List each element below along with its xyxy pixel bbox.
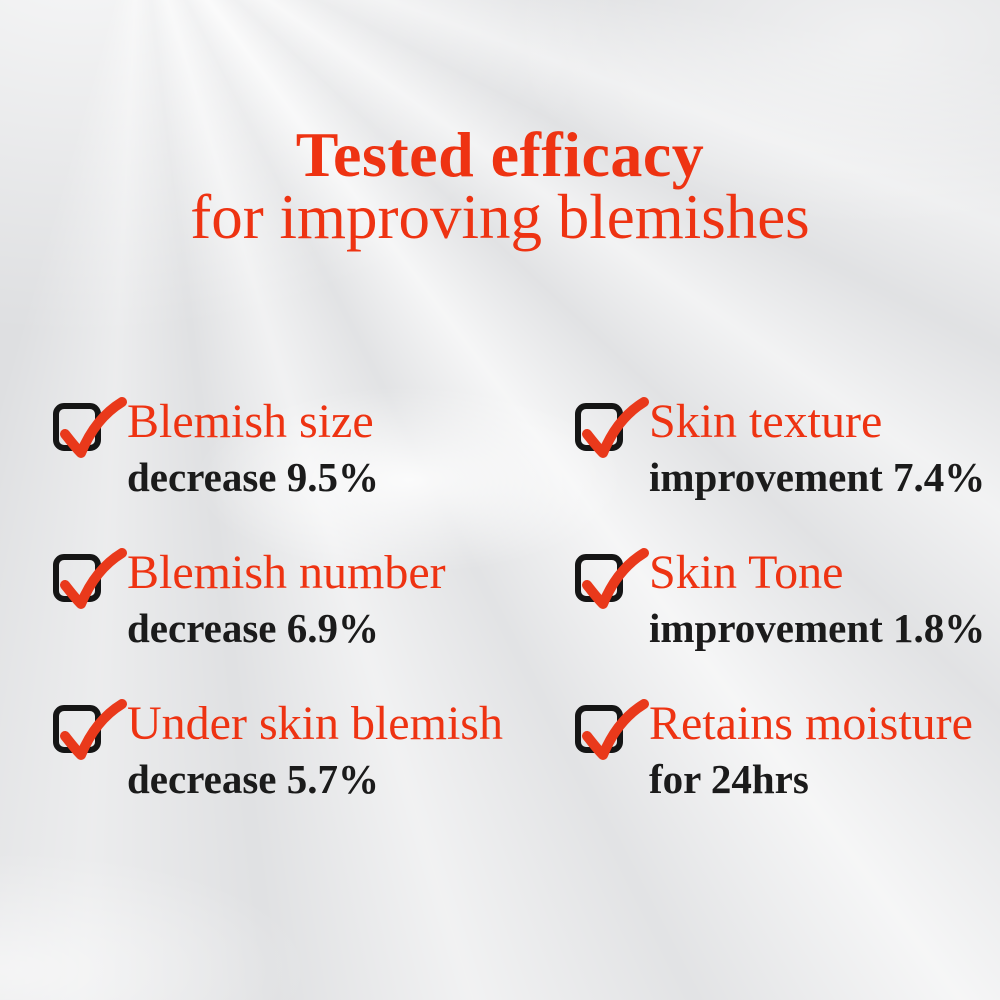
checked-checkbox-icon xyxy=(575,397,649,458)
checked-checkbox-icon xyxy=(575,548,649,609)
benefit-detail: decrease 5.7% xyxy=(127,756,380,802)
benefit-text: Under skin blemish decrease 5.7% xyxy=(127,697,503,803)
checked-checkbox-icon xyxy=(53,397,127,458)
benefit-text: Blemish number decrease 6.9% xyxy=(127,546,446,652)
benefit-item-skin-texture: Skin texture improvement 7.4% xyxy=(575,396,995,500)
benefit-item-blemish-size: Blemish size decrease 9.5% xyxy=(53,396,523,500)
benefit-label: Blemish number xyxy=(127,546,446,599)
red-checkmark-icon xyxy=(60,397,127,458)
benefit-item-under-skin-blemish: Under skin blemish decrease 5.7% xyxy=(53,698,523,802)
benefit-label: Blemish size xyxy=(127,395,374,448)
benefit-detail: decrease 9.5% xyxy=(127,454,380,500)
benefits-column-left: Blemish size decrease 9.5% Blemish numbe… xyxy=(53,396,523,849)
benefit-text: Blemish size decrease 9.5% xyxy=(127,395,380,501)
benefit-detail: improvement 7.4% xyxy=(649,454,986,500)
benefit-detail: improvement 1.8% xyxy=(649,605,986,651)
checked-checkbox-icon xyxy=(53,699,127,760)
benefit-label: Retains moisture xyxy=(649,697,973,750)
header: Tested efficacy for improving blemishes xyxy=(0,119,1000,252)
red-checkmark-icon xyxy=(60,699,127,760)
page-title: Tested efficacy xyxy=(295,119,705,190)
benefit-text: Retains moisture for 24hrs xyxy=(649,697,973,803)
red-checkmark-icon xyxy=(582,397,649,458)
benefit-item-skin-tone: Skin Tone improvement 1.8% xyxy=(575,547,995,651)
benefit-label: Under skin blemish xyxy=(127,697,503,750)
benefits-column-right: Skin texture improvement 7.4% Skin Tone … xyxy=(575,396,995,849)
benefit-detail: for 24hrs xyxy=(649,756,809,802)
red-checkmark-icon xyxy=(582,699,649,760)
benefit-label: Skin texture xyxy=(649,395,883,448)
benefit-text: Skin texture improvement 7.4% xyxy=(649,395,986,501)
checked-checkbox-icon xyxy=(53,548,127,609)
checked-checkbox-icon xyxy=(575,699,649,760)
benefit-text: Skin Tone improvement 1.8% xyxy=(649,546,986,652)
benefit-detail: decrease 6.9% xyxy=(127,605,380,651)
benefit-item-blemish-number: Blemish number decrease 6.9% xyxy=(53,547,523,651)
red-checkmark-icon xyxy=(60,548,127,609)
benefit-item-retains-moisture: Retains moisture for 24hrs xyxy=(575,698,995,802)
page-subtitle: for improving blemishes xyxy=(190,182,810,252)
red-checkmark-icon xyxy=(582,548,649,609)
benefit-label: Skin Tone xyxy=(649,546,844,599)
